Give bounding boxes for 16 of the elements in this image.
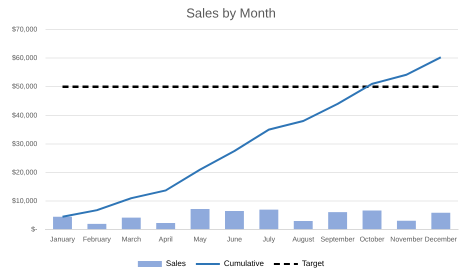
legend-label: Cumulative bbox=[224, 259, 264, 268]
bar bbox=[190, 209, 210, 230]
bar bbox=[362, 210, 382, 230]
bar bbox=[156, 223, 176, 230]
bar bbox=[122, 218, 141, 230]
bar bbox=[431, 212, 450, 230]
bar bbox=[294, 221, 313, 230]
bar bbox=[53, 216, 72, 230]
chart-title: Sales by Month bbox=[186, 5, 276, 20]
bar bbox=[396, 220, 416, 230]
legend-label: Sales bbox=[166, 259, 186, 268]
bar bbox=[225, 211, 244, 230]
legend-label: Target bbox=[302, 259, 325, 268]
bar bbox=[259, 210, 278, 230]
bar bbox=[87, 224, 106, 230]
bar bbox=[328, 212, 348, 230]
